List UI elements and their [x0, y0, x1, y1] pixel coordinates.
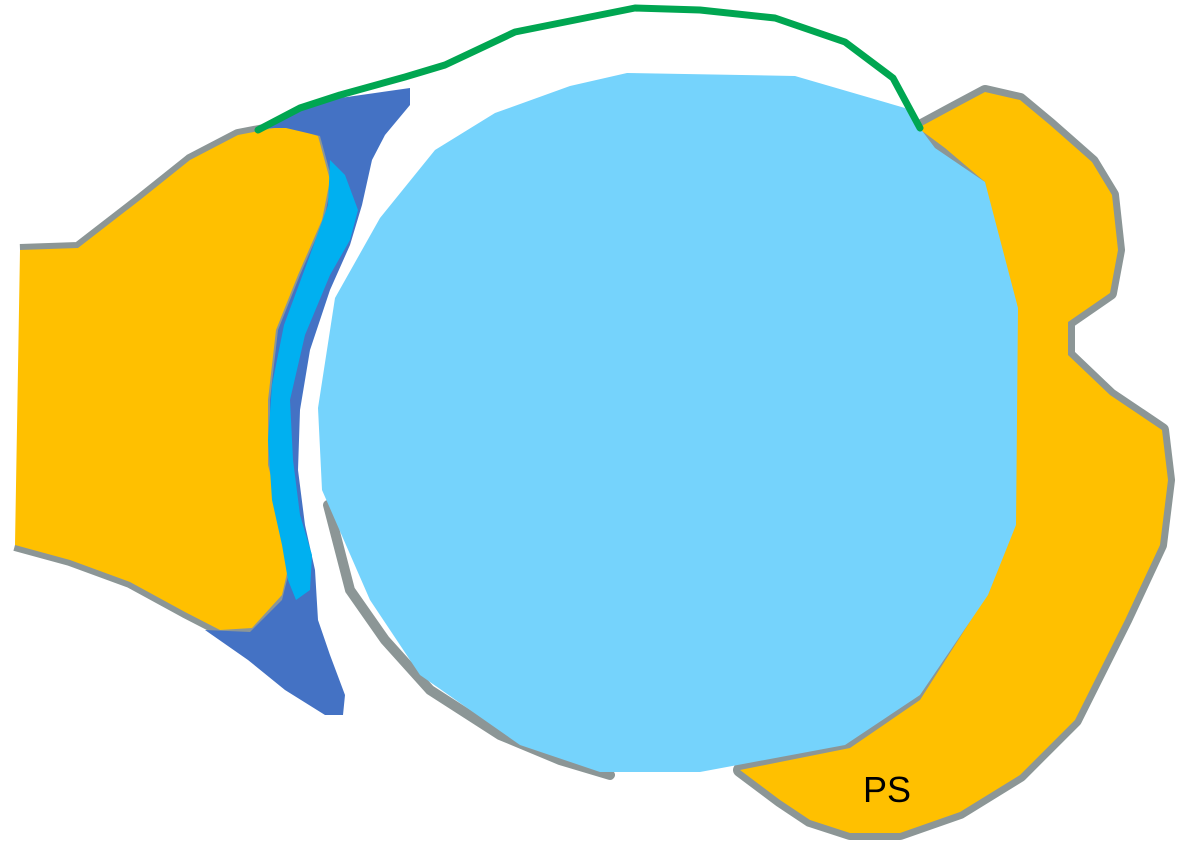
ball-shadow: [323, 500, 615, 780]
bright-blue-strip: [268, 160, 358, 600]
region-label-ps: PS: [863, 769, 911, 810]
green-curve: [254, 4, 924, 134]
left-orange-region: [15, 126, 330, 630]
large-light-blue-ball: [318, 73, 1018, 772]
right-orange-region: [740, 92, 1168, 833]
